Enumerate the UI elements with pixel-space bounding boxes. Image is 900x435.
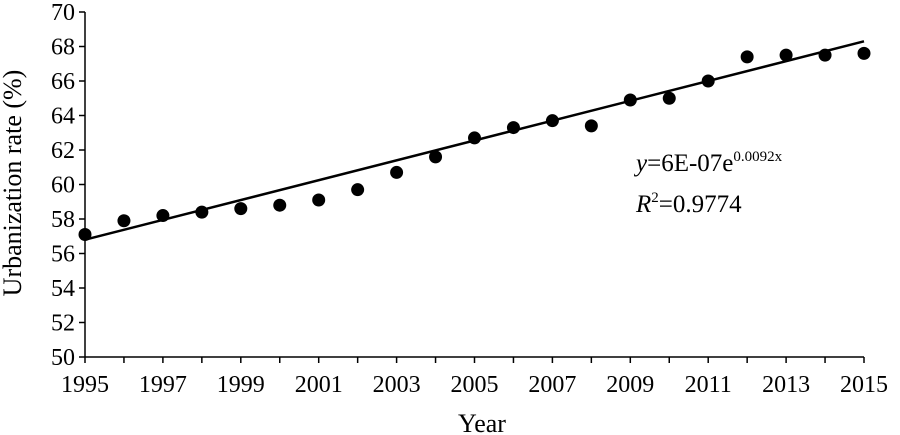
data-point <box>78 228 92 242</box>
y-axis-ticks: 50 52 54 56 58 60 62 64 66 68 70 <box>51 0 85 371</box>
x-tick-label: 2003 <box>373 372 421 398</box>
data-point <box>857 46 871 60</box>
y-tick-label: 60 <box>51 173 75 199</box>
data-point <box>818 48 832 62</box>
x-tick-label: 2015 <box>840 372 888 398</box>
r-squared-superscript: 2 <box>651 190 659 206</box>
data-point <box>312 193 326 207</box>
y-tick-label: 68 <box>51 35 75 61</box>
data-point <box>273 198 287 212</box>
trend-equation: y=6E-07e0.0092x <box>633 149 783 177</box>
data-point <box>351 183 365 197</box>
y-tick-label: 64 <box>51 104 75 130</box>
y-tick-label: 58 <box>51 207 75 233</box>
equation-variable: y <box>633 150 648 177</box>
data-point <box>662 91 676 105</box>
x-tick-label: 1999 <box>217 372 265 398</box>
x-tick-label: 2011 <box>685 372 732 398</box>
data-point <box>156 209 170 223</box>
data-point <box>234 202 248 216</box>
x-tick-label: 2007 <box>528 372 576 398</box>
data-point <box>740 50 754 64</box>
data-point <box>468 131 481 145</box>
r-squared-value: =0.9774 <box>659 191 742 218</box>
y-tick-label: 56 <box>51 242 75 268</box>
y-tick-label: 66 <box>51 69 75 95</box>
y-axis-title: Urbanization rate (%) <box>0 70 27 297</box>
equation-exponent: 0.0092x <box>733 149 782 165</box>
x-tick-label: 2001 <box>295 372 343 398</box>
r-squared: R2=0.9774 <box>635 190 742 218</box>
r-squared-variable: R <box>635 191 651 218</box>
y-tick-label: 70 <box>51 0 75 26</box>
y-tick-label: 54 <box>51 276 75 302</box>
x-tick-label: 1997 <box>139 372 187 398</box>
data-point <box>117 214 131 228</box>
data-point <box>623 93 637 107</box>
y-tick-label: 50 <box>51 345 75 371</box>
equation-body: =6E-07e <box>647 150 733 177</box>
y-tick-label: 52 <box>51 311 75 337</box>
axes <box>84 12 864 358</box>
x-tick-label: 1995 <box>61 372 109 398</box>
x-axis-title: Year <box>458 409 506 435</box>
data-point <box>195 205 209 219</box>
data-point <box>584 119 598 133</box>
x-tick-label: 2005 <box>451 372 499 398</box>
data-point <box>701 74 715 88</box>
data-points <box>78 46 871 242</box>
data-point <box>779 48 793 62</box>
x-tick-label: 2009 <box>606 372 654 398</box>
data-point <box>506 121 520 135</box>
data-point <box>390 165 404 179</box>
y-tick-label: 62 <box>51 138 75 164</box>
data-point <box>429 150 443 164</box>
data-point <box>545 114 559 128</box>
x-tick-label: 2013 <box>762 372 810 398</box>
x-axis-ticks: 1995 1997 1999 2001 2003 2005 2007 2009 2011 2013… <box>61 357 888 398</box>
